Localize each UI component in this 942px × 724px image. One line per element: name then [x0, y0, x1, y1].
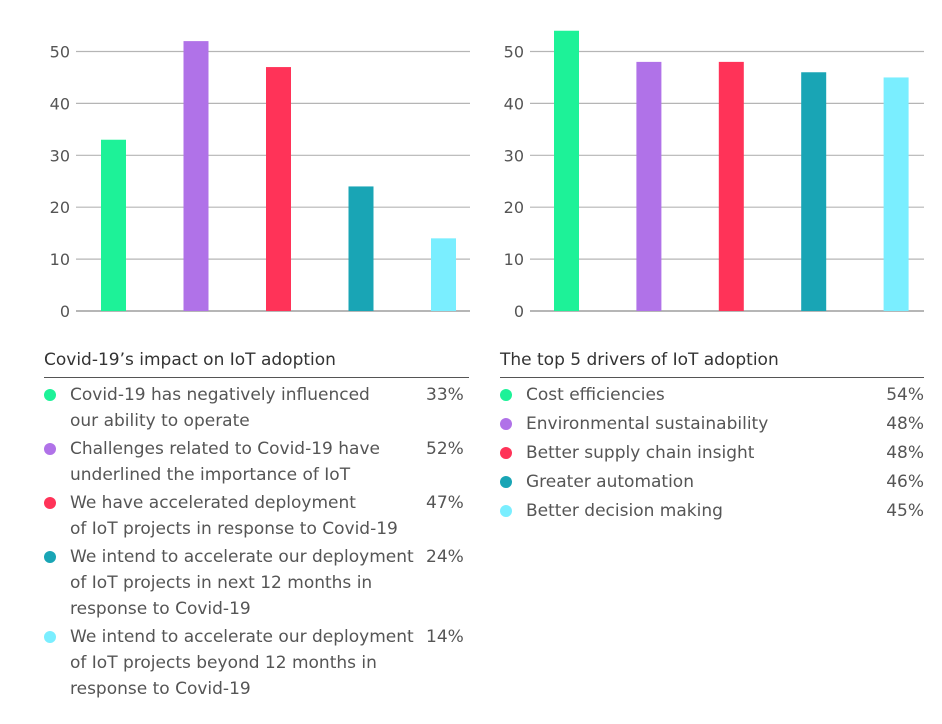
- bar: [554, 30, 579, 312]
- legend-item: Better supply chain insight 48%: [500, 440, 924, 466]
- bar: [183, 41, 209, 312]
- bar: [101, 139, 126, 311]
- bar: [718, 61, 744, 311]
- drivers-legend: Cost efficiencies 54% Environmental sustai…: [500, 382, 924, 524]
- legend-label: Covid-19 has negatively influenced our a…: [70, 385, 370, 431]
- impact-bar-chart: 0 10 20 30 40 50: [50, 41, 470, 321]
- y-tick-label: 20: [504, 198, 524, 217]
- bar: [883, 77, 909, 311]
- chart-title: The top 5 drivers of IoT adoption: [500, 349, 924, 378]
- legend-label: We intend to accelerate our deployment o…: [70, 547, 414, 619]
- legend-value: 52%: [426, 439, 464, 459]
- legend-item: We intend to accelerate our deployment o…: [44, 544, 469, 622]
- drivers-bar-chart: 0 10 20 30 40 50: [504, 30, 924, 321]
- bar: [431, 238, 456, 311]
- legend-color-dot: [500, 447, 512, 459]
- legend-color-dot: [500, 476, 512, 488]
- y-tick-label: 40: [504, 94, 524, 113]
- legend-label: Challenges related to Covid-19 have unde…: [70, 439, 380, 485]
- bar: [348, 186, 374, 311]
- legend-color-dot: [44, 551, 56, 563]
- legend-value: 46%: [886, 472, 924, 492]
- legend-item: Greater automation 46%: [500, 469, 924, 495]
- legend-value: 54%: [886, 385, 924, 405]
- y-tick-label: 30: [50, 146, 70, 165]
- legend-item: Covid-19 has negatively influenced our a…: [44, 382, 469, 434]
- y-tick-label: 0: [60, 302, 70, 321]
- bar: [636, 61, 662, 311]
- legend-label: Environmental sustainability: [526, 414, 769, 434]
- legend-value: 48%: [886, 414, 924, 434]
- legend-color-dot: [500, 418, 512, 430]
- legend-label: Better supply chain insight: [526, 443, 755, 463]
- drivers-legend-panel: The top 5 drivers of IoT adoption Cost e…: [500, 349, 924, 527]
- legend-color-dot: [500, 389, 512, 401]
- legend-item: We intend to accelerate our deployment o…: [44, 624, 469, 702]
- legend-color-dot: [44, 497, 56, 509]
- legend-item: Better decision making 45%: [500, 498, 924, 524]
- legend-value: 45%: [886, 501, 924, 521]
- y-tick-label: 50: [50, 43, 70, 62]
- y-tick-label: 10: [50, 250, 70, 269]
- legend-label: We intend to accelerate our deployment o…: [70, 627, 414, 699]
- legend-value: 47%: [426, 493, 464, 513]
- legend-label: Greater automation: [526, 472, 694, 492]
- y-tick-label: 10: [504, 250, 524, 269]
- legend-color-dot: [44, 389, 56, 401]
- legend-color-dot: [44, 631, 56, 643]
- y-tick-label: 0: [514, 302, 524, 321]
- legend-value: 14%: [426, 627, 464, 647]
- legend-label: Better decision making: [526, 501, 723, 521]
- y-tick-label: 40: [50, 94, 70, 113]
- impact-legend: Covid-19 has negatively influenced our a…: [44, 382, 469, 702]
- bar: [266, 67, 291, 311]
- legend-value: 33%: [426, 385, 464, 405]
- y-tick-label: 50: [504, 43, 524, 62]
- y-tick-label: 20: [50, 198, 70, 217]
- bar: [801, 72, 827, 311]
- legend-label: We have accelerated deployment of IoT pr…: [70, 493, 398, 539]
- legend-item: Cost efficiencies 54%: [500, 382, 924, 408]
- legend-item: Challenges related to Covid-19 have unde…: [44, 436, 469, 488]
- legend-color-dot: [500, 505, 512, 517]
- y-tick-label: 30: [504, 146, 524, 165]
- legend-color-dot: [44, 443, 56, 455]
- chart-title: Covid-19’s impact on IoT adoption: [44, 349, 469, 378]
- legend-item: We have accelerated deployment of IoT pr…: [44, 490, 469, 542]
- impact-legend-panel: Covid-19’s impact on IoT adoption Covid-…: [44, 349, 469, 704]
- legend-value: 48%: [886, 443, 924, 463]
- legend-value: 24%: [426, 547, 464, 567]
- legend-item: Environmental sustainability 48%: [500, 411, 924, 437]
- legend-label: Cost efficiencies: [526, 385, 665, 405]
